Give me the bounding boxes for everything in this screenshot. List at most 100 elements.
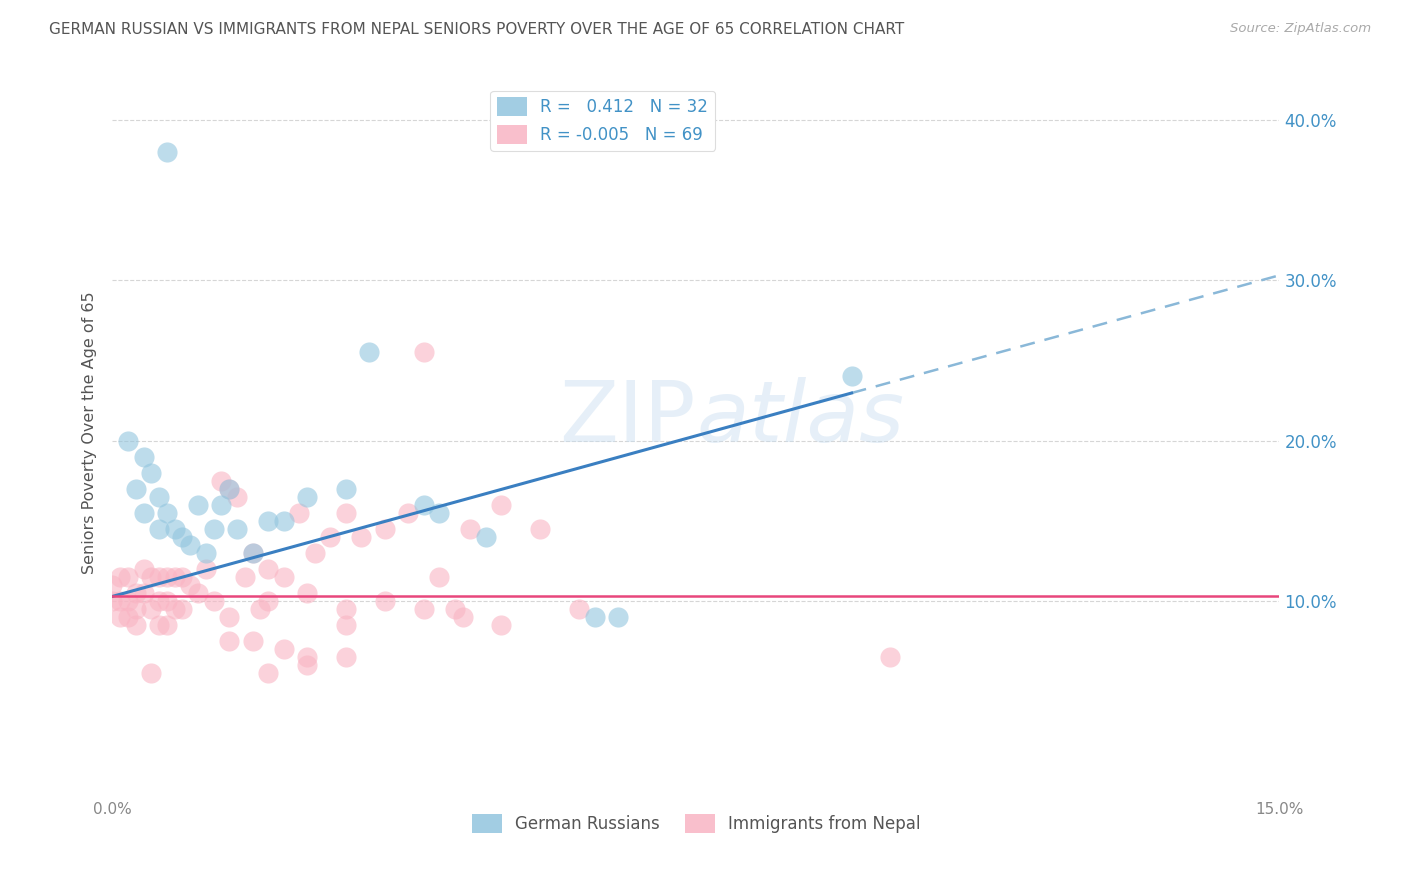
Point	[194, 562, 217, 576]
Point	[117, 434, 139, 448]
Point	[257, 666, 280, 681]
Point	[156, 618, 179, 632]
Point	[148, 570, 170, 584]
Point	[226, 522, 249, 536]
Point	[460, 522, 482, 536]
Point	[209, 498, 232, 512]
Point	[374, 594, 396, 608]
Point	[242, 546, 264, 560]
Point	[288, 506, 311, 520]
Point	[141, 666, 163, 681]
Point	[156, 570, 179, 584]
Point	[209, 474, 232, 488]
Point	[273, 514, 295, 528]
Point	[218, 634, 240, 648]
Point	[607, 610, 630, 624]
Point	[179, 578, 201, 592]
Point	[202, 594, 225, 608]
Point	[132, 586, 155, 600]
Point	[125, 618, 148, 632]
Point	[335, 618, 357, 632]
Point	[163, 570, 186, 584]
Point	[233, 570, 256, 584]
Point	[117, 610, 139, 624]
Point	[156, 145, 179, 159]
Point	[141, 602, 163, 616]
Point	[295, 586, 318, 600]
Point	[218, 482, 240, 496]
Point	[257, 594, 280, 608]
Point	[412, 602, 434, 616]
Point	[148, 594, 170, 608]
Point	[179, 538, 201, 552]
Point	[172, 530, 194, 544]
Point	[242, 546, 264, 560]
Point	[132, 562, 155, 576]
Point	[148, 618, 170, 632]
Point	[396, 506, 419, 520]
Point	[319, 530, 342, 544]
Text: Source: ZipAtlas.com: Source: ZipAtlas.com	[1230, 22, 1371, 36]
Point	[273, 570, 295, 584]
Point	[141, 570, 163, 584]
Point	[257, 562, 280, 576]
Point	[101, 594, 124, 608]
Point	[226, 490, 249, 504]
Point	[583, 610, 606, 624]
Point	[335, 602, 357, 616]
Point	[529, 522, 551, 536]
Point	[110, 570, 132, 584]
Point	[568, 602, 591, 616]
Point	[148, 490, 170, 504]
Point	[110, 610, 132, 624]
Point	[879, 650, 901, 665]
Point	[156, 506, 179, 520]
Point	[202, 522, 225, 536]
Point	[491, 498, 513, 512]
Point	[451, 610, 474, 624]
Text: ZIP: ZIP	[560, 376, 696, 459]
Point	[412, 498, 434, 512]
Point	[475, 530, 498, 544]
Point	[163, 522, 186, 536]
Point	[172, 570, 194, 584]
Point	[335, 482, 357, 496]
Point	[132, 506, 155, 520]
Text: GERMAN RUSSIAN VS IMMIGRANTS FROM NEPAL SENIORS POVERTY OVER THE AGE OF 65 CORRE: GERMAN RUSSIAN VS IMMIGRANTS FROM NEPAL …	[49, 22, 904, 37]
Point	[257, 514, 280, 528]
Point	[359, 345, 381, 359]
Point	[163, 602, 186, 616]
Point	[125, 482, 148, 496]
Point	[295, 658, 318, 673]
Point	[273, 642, 295, 657]
Point	[427, 506, 450, 520]
Point	[110, 594, 132, 608]
Y-axis label: Seniors Poverty Over the Age of 65: Seniors Poverty Over the Age of 65	[82, 292, 97, 574]
Text: atlas: atlas	[696, 376, 904, 459]
Point	[132, 450, 155, 464]
Point	[101, 578, 124, 592]
Point	[172, 602, 194, 616]
Point	[443, 602, 465, 616]
Point	[295, 490, 318, 504]
Point	[187, 498, 209, 512]
Point	[148, 522, 170, 536]
Point	[335, 506, 357, 520]
Point	[242, 634, 264, 648]
Point	[249, 602, 271, 616]
Point	[187, 586, 209, 600]
Point	[125, 602, 148, 616]
Point	[295, 650, 318, 665]
Point	[841, 369, 863, 384]
Point	[125, 586, 148, 600]
Point	[412, 345, 434, 359]
Point	[335, 650, 357, 665]
Point	[350, 530, 373, 544]
Point	[304, 546, 326, 560]
Point	[117, 570, 139, 584]
Point	[194, 546, 217, 560]
Point	[156, 594, 179, 608]
Point	[218, 610, 240, 624]
Point	[141, 466, 163, 480]
Legend: German Russians, Immigrants from Nepal: German Russians, Immigrants from Nepal	[465, 807, 927, 839]
